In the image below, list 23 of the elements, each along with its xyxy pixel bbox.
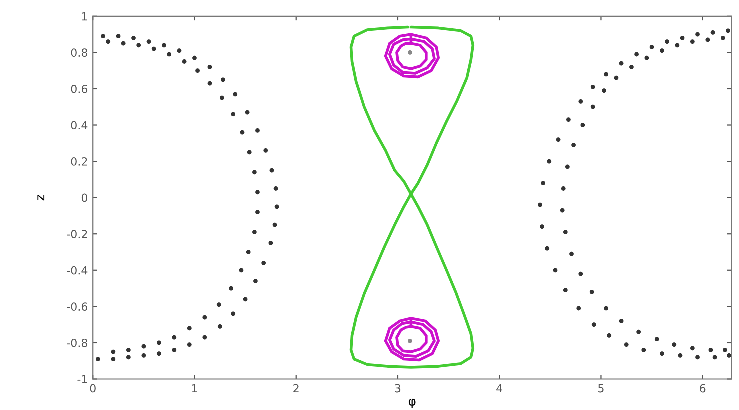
y-axis-title: z bbox=[38, 195, 45, 201]
y-tick-label: -0.8 bbox=[67, 338, 88, 348]
line-series bbox=[384, 317, 440, 362]
y-tick-label: 0.6 bbox=[71, 84, 88, 94]
x-tick-label: 0 bbox=[90, 384, 96, 393]
line-series bbox=[384, 33, 440, 79]
y-tick-label: 1 bbox=[82, 12, 88, 21]
x-tick-label: 5 bbox=[598, 384, 604, 393]
y-tick-label: -0.2 bbox=[67, 230, 88, 238]
x-tick-label: 2 bbox=[294, 384, 299, 393]
x-tick-label: 1 bbox=[192, 384, 198, 393]
x-axis-title: φ bbox=[408, 398, 416, 408]
y-tick-label: -0.6 bbox=[67, 302, 88, 312]
y-tick-label: 0 bbox=[82, 194, 88, 202]
y-tick-label: 0.4 bbox=[71, 121, 88, 130]
x-tick-label: 4 bbox=[496, 384, 503, 393]
y-tick-label: 0.2 bbox=[71, 158, 88, 166]
line-series bbox=[350, 26, 475, 369]
x-tick-label: 3 bbox=[395, 384, 401, 393]
y-tick-label: 0.8 bbox=[71, 48, 88, 58]
y-tick-label: -0.4 bbox=[67, 266, 88, 275]
y-tick-label: -1 bbox=[78, 375, 88, 384]
x-tick-label: 6 bbox=[700, 384, 706, 393]
